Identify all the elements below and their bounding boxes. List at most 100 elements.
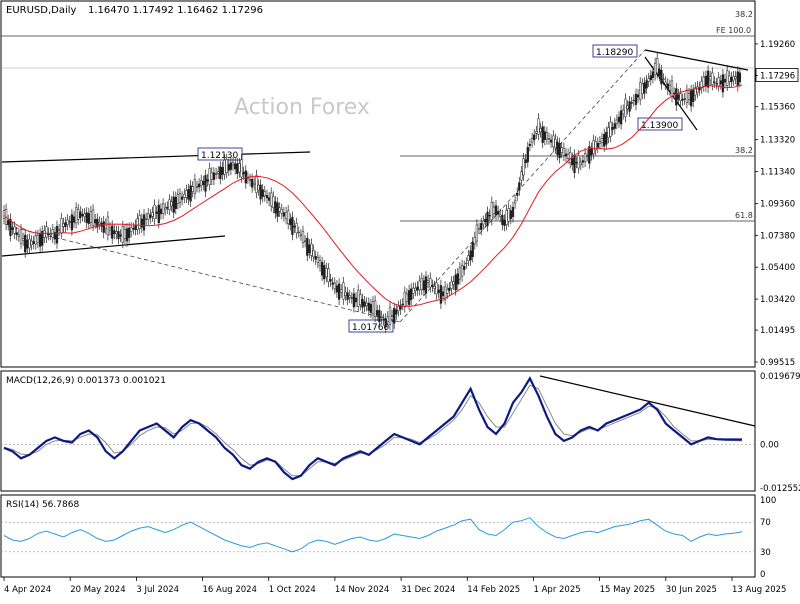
candle-body — [603, 134, 606, 147]
candle-body — [581, 160, 585, 163]
candle-body — [488, 214, 491, 217]
candle-body — [301, 231, 305, 243]
candle-body — [516, 192, 519, 196]
candle-body — [503, 219, 506, 226]
candle-body — [270, 192, 273, 207]
candle-body — [711, 72, 714, 85]
candle-body — [499, 214, 502, 217]
annotation-1-01760: 1.01760 — [348, 319, 394, 333]
annotation-label: 1.12130 — [201, 151, 238, 161]
candle-body — [320, 262, 324, 276]
candle-body — [323, 265, 326, 280]
candle-body — [359, 294, 362, 306]
candle-body — [193, 179, 197, 194]
rsi-axis-label: 100 — [760, 496, 776, 506]
candle-body — [94, 219, 97, 224]
candle-body — [441, 291, 445, 297]
candle-body — [335, 285, 339, 293]
annotation-label: 1.01760 — [352, 323, 389, 333]
candle-body — [494, 205, 498, 216]
candle-body — [206, 179, 209, 182]
candle-body — [573, 154, 576, 173]
candle-body — [11, 227, 14, 230]
candle-body — [617, 116, 621, 123]
candle-body — [706, 70, 710, 88]
candle-body — [596, 142, 599, 148]
candle-body — [696, 86, 699, 93]
candle-body — [17, 234, 20, 237]
trendlines — [1, 49, 756, 427]
candle-body — [257, 184, 260, 191]
dashed-trendline-rally — [399, 49, 646, 323]
candle-body — [564, 153, 568, 157]
candle-body — [113, 230, 116, 234]
candle-body — [236, 163, 239, 174]
candle-body — [577, 155, 580, 169]
watermark: Action Forex — [234, 95, 370, 120]
price-axis-label: 1.01495 — [760, 326, 795, 336]
candle-body — [609, 121, 612, 137]
candle-body — [229, 162, 233, 170]
candle-body — [45, 226, 48, 238]
candle-body — [545, 132, 549, 140]
candle-body — [382, 319, 385, 321]
candle-body — [645, 80, 648, 89]
candle-body — [72, 216, 76, 223]
candle-body — [43, 230, 46, 238]
candle-body — [225, 159, 228, 173]
candle-body — [571, 158, 574, 166]
candle-body — [132, 227, 135, 230]
candle-body — [431, 284, 434, 287]
dashed-trendline-decline — [7, 225, 401, 323]
candle-body — [265, 195, 269, 199]
candle-body — [556, 141, 559, 155]
candle-body — [613, 123, 616, 129]
candle-body — [289, 218, 292, 226]
candle-body — [348, 295, 351, 298]
candle-body — [420, 277, 423, 290]
candle-body — [155, 211, 158, 214]
candle-body — [709, 76, 712, 81]
candle-body — [717, 77, 720, 87]
candle-body — [393, 308, 396, 324]
candle-body — [108, 227, 112, 231]
candle-body — [350, 297, 353, 299]
candle-body — [687, 93, 691, 100]
candle-body — [475, 224, 479, 242]
candle-body — [490, 202, 493, 221]
candle-body — [554, 138, 557, 149]
candle-body — [437, 289, 440, 294]
candle-body — [694, 87, 697, 96]
candle-body — [223, 159, 226, 175]
annotation-label: 1.13900 — [641, 121, 678, 131]
candle-body — [197, 183, 201, 188]
candle-body — [730, 77, 733, 83]
candle-body — [340, 289, 343, 293]
price-axis-label: 1.05400 — [760, 263, 795, 273]
candle-body — [395, 309, 398, 315]
candle-body — [562, 147, 566, 156]
candle-body — [539, 128, 542, 133]
candle-body — [416, 286, 419, 291]
candle-body — [204, 175, 207, 192]
candle-body — [41, 230, 44, 246]
candle-body — [200, 180, 203, 187]
candle-body — [715, 83, 718, 85]
candle-body — [276, 202, 279, 217]
candle-body — [412, 287, 415, 294]
rsi-series — [1, 517, 755, 553]
candle-body — [592, 140, 595, 155]
candle-body — [55, 225, 59, 244]
candle-body — [471, 242, 474, 257]
candle-body — [600, 138, 604, 143]
candle-body — [21, 238, 25, 241]
time-axis-label: 15 May 2025 — [600, 585, 655, 595]
candle-body — [30, 240, 33, 246]
candle-body — [469, 250, 472, 261]
candle-body — [138, 215, 141, 229]
candle-body — [643, 82, 646, 94]
symbol-timeframe: EURUSD,Daily — [6, 5, 77, 16]
annotation-label: 1.18290 — [596, 48, 633, 58]
candle-body — [149, 214, 152, 219]
candle-body — [630, 102, 633, 104]
